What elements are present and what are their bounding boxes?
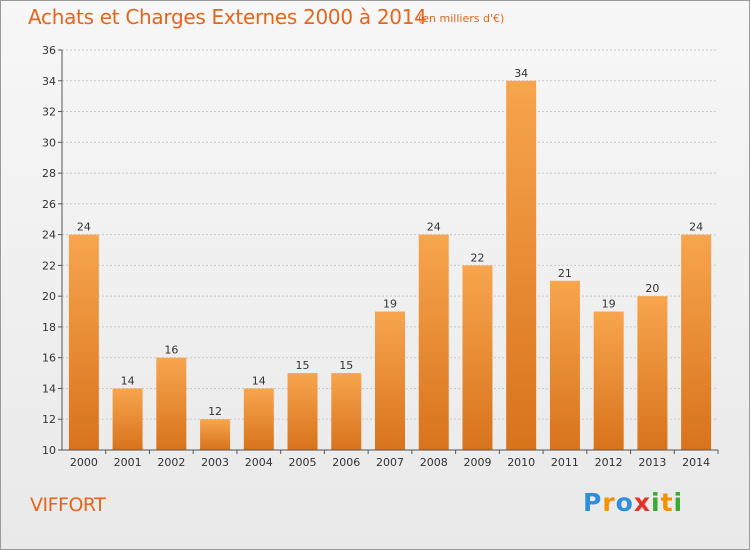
- logo-letter: o: [615, 488, 634, 517]
- data-label-2008: 24: [427, 221, 441, 234]
- bars: [68, 80, 712, 451]
- x-tick-label-2004: 2004: [245, 456, 273, 469]
- bar-2013: [637, 296, 668, 450]
- y-tick-label: 26: [42, 198, 56, 211]
- logo-letter: x: [633, 488, 651, 517]
- bar-2008: [418, 234, 449, 450]
- logo-letter: i: [651, 488, 661, 517]
- logo-letter: t: [660, 488, 674, 517]
- y-tick-label: 28: [42, 167, 56, 180]
- bar-2011: [549, 280, 580, 450]
- bar-2012: [593, 311, 624, 450]
- data-label-2007: 19: [383, 298, 397, 311]
- bar-2009: [462, 265, 493, 450]
- chart-subtitle: (en milliers d'€): [418, 12, 505, 25]
- x-tick-label-2013: 2013: [638, 456, 666, 469]
- data-label-2001: 14: [121, 374, 135, 387]
- x-tick-label-2000: 2000: [70, 456, 98, 469]
- x-tick-label-2003: 2003: [201, 456, 229, 469]
- bar-2002: [156, 357, 187, 450]
- logo-letter: P: [583, 488, 603, 517]
- logo-letter: r: [602, 488, 616, 517]
- x-tick-label-2009: 2009: [463, 456, 491, 469]
- y-axis: 10 12 14 16 18 20 22 24 26 28 30 32 34 36: [42, 44, 63, 457]
- y-tick-label: 34: [42, 75, 56, 88]
- bar-2005: [287, 373, 318, 450]
- y-tick-label: 36: [42, 44, 56, 57]
- data-label-2003: 12: [208, 405, 222, 418]
- x-tick-label-2005: 2005: [289, 456, 317, 469]
- y-tick-label: 18: [42, 321, 56, 334]
- data-label-2000: 24: [77, 221, 91, 234]
- bar-2000: [68, 234, 99, 450]
- data-label-2013: 20: [645, 282, 659, 295]
- x-tick-label-2001: 2001: [114, 456, 142, 469]
- x-tick-label-2008: 2008: [420, 456, 448, 469]
- bar-2007: [375, 311, 405, 450]
- data-label-2002: 16: [164, 344, 178, 357]
- data-label-2012: 19: [602, 298, 616, 311]
- bar-2003: [200, 419, 231, 450]
- data-label-2009: 22: [470, 251, 484, 264]
- x-tick-label-2014: 2014: [682, 456, 710, 469]
- logo-letter: i: [673, 488, 684, 517]
- data-label-2014: 24: [689, 221, 703, 234]
- bar-2004: [243, 388, 274, 450]
- y-tick-label: 16: [42, 352, 56, 365]
- y-tick-label: 22: [42, 259, 56, 272]
- data-label-2010: 34: [514, 67, 528, 80]
- data-label-2005: 15: [296, 359, 310, 372]
- y-tick-label: 10: [42, 444, 56, 457]
- y-tick-label: 30: [42, 136, 56, 149]
- x-tick-label-2012: 2012: [595, 456, 623, 469]
- x-tick-label-2007: 2007: [376, 456, 404, 469]
- data-label-2011: 21: [558, 267, 572, 280]
- x-axis: 2000 2001 2002 2003 2004 2005 2006 2007 2008 2009…: [62, 449, 719, 469]
- x-tick-label-2011: 2011: [551, 456, 579, 469]
- data-labels: 24 14 16 12 14 15 15 19 24 22 34 21 19 20 24: [77, 67, 703, 418]
- chart-title: Achats et Charges Externes 2000 à 2014: [28, 5, 427, 29]
- y-tick-label: 14: [42, 382, 56, 395]
- proxiti-logo[interactable]: Proxiti: [583, 488, 683, 517]
- x-tick-label-2010: 2010: [507, 456, 535, 469]
- bar-2010: [506, 80, 537, 451]
- place-name: VIFFORT: [30, 494, 106, 516]
- x-tick-label-2006: 2006: [332, 456, 360, 469]
- data-label-2006: 15: [339, 359, 353, 372]
- bar-2006: [331, 373, 362, 450]
- y-tick-label: 20: [42, 290, 56, 303]
- x-tick-label-2002: 2002: [157, 456, 185, 469]
- y-tick-label: 32: [42, 106, 56, 119]
- y-tick-label: 12: [42, 413, 56, 426]
- bar-2014: [681, 234, 712, 450]
- y-tick-label: 24: [42, 229, 56, 242]
- bar-2001: [112, 388, 143, 450]
- data-label-2004: 14: [252, 374, 266, 387]
